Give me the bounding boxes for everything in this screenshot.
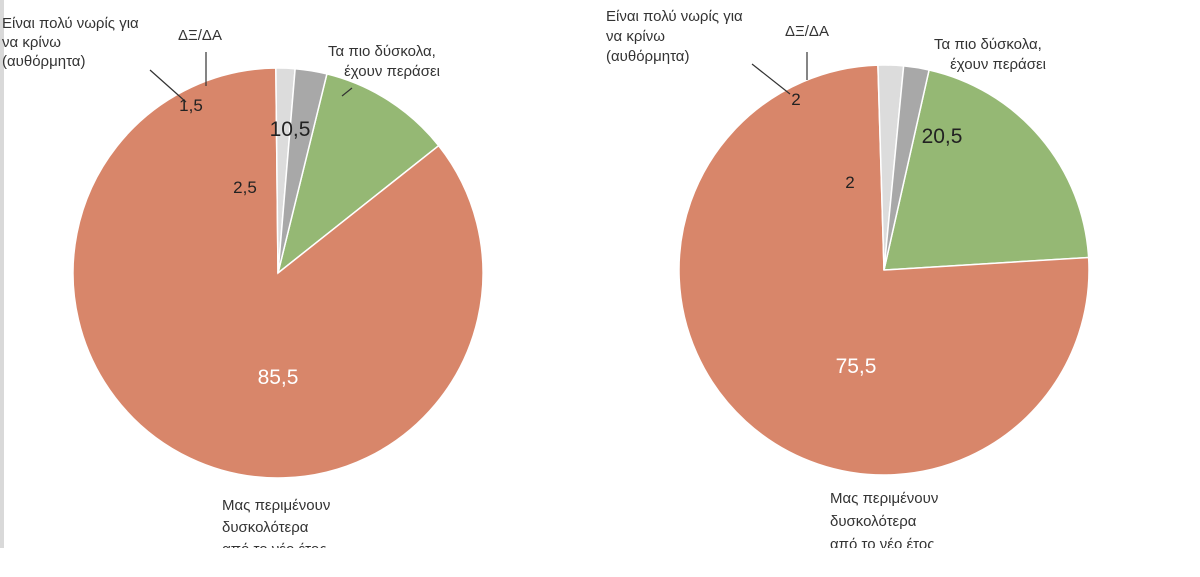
value-label-await-right: 75,5 bbox=[836, 355, 877, 378]
label-early-right-line3: (αυθόρμητα) bbox=[606, 48, 689, 65]
value-label-early-right: 2 bbox=[791, 90, 800, 109]
label-early-right-line2: να κρίνω bbox=[606, 28, 665, 45]
label-await-left: Μας περιμένουν δυσκολότερα από το νέο έτ… bbox=[222, 497, 335, 558]
label-await-right-line1: Μας περιμένουν bbox=[830, 490, 938, 507]
pie-chart-right: Είναι πολύ νωρίς για να κρίνω (αυθόρμητα… bbox=[606, 8, 1090, 553]
pie-slice-past-left bbox=[276, 73, 440, 275]
label-await-right: Μας περιμένουν δυσκολότερα από το νέο έτ… bbox=[830, 490, 943, 553]
value-label-dk-right: 2 bbox=[845, 173, 854, 192]
label-past-left-line1: Τα πιο δύσκολα, bbox=[328, 43, 436, 60]
label-early-left: Είναι πολύ νωρίς για να κρίνω (αυθόρμητα… bbox=[2, 15, 143, 70]
bottom-crop-strip bbox=[0, 548, 1200, 577]
callout-lines-left bbox=[149, 52, 353, 103]
value-label-early-left: 1,5 bbox=[179, 96, 203, 115]
callout-lines-right bbox=[751, 52, 808, 95]
label-past-right-line1: Τα πιο δύσκολα, bbox=[934, 36, 1042, 53]
label-early-left-line2: να κρίνω bbox=[2, 34, 61, 51]
label-early-right: Είναι πολύ νωρίς για να κρίνω (αυθόρμητα… bbox=[606, 8, 747, 65]
label-await-left-line1: Μας περιμένουν bbox=[222, 497, 330, 514]
value-label-await-left: 85,5 bbox=[258, 366, 299, 389]
pie-chart-left: Είναι πολύ νωρίς για να κρίνω (αυθόρμητα… bbox=[2, 15, 484, 558]
pie-slice-dk-left bbox=[277, 67, 328, 274]
label-past-left: Τα πιο δύσκολα, έχουν περάσει bbox=[328, 43, 440, 80]
value-label-dk-left: 2,5 bbox=[233, 178, 257, 197]
value-label-past-right: 20,5 bbox=[922, 125, 963, 148]
label-await-left-line2: δυσκολότερα bbox=[222, 519, 309, 536]
label-early-left-line1: Είναι πολύ νωρίς για bbox=[2, 15, 139, 32]
pie-slice-dk-right bbox=[883, 65, 930, 271]
value-label-past-left: 10,5 bbox=[270, 118, 311, 141]
label-early-right-line1: Είναι πολύ νωρίς για bbox=[606, 8, 743, 25]
label-past-left-line2: έχουν περάσει bbox=[344, 63, 440, 80]
label-await-right-line2: δυσκολότερα bbox=[830, 513, 917, 530]
left-edge-divider bbox=[0, 0, 4, 577]
label-past-right-line2: έχουν περάσει bbox=[950, 56, 1046, 73]
pie-slice-past-right bbox=[883, 69, 1090, 271]
pie-slices-left bbox=[72, 67, 484, 479]
label-early-left-line3: (αυθόρμητα) bbox=[2, 53, 85, 70]
pie-slices-right bbox=[678, 64, 1090, 476]
label-past-right: Τα πιο δύσκολα, έχουν περάσει bbox=[934, 36, 1046, 73]
label-dk-right: ΔΞ/ΔΑ bbox=[785, 23, 829, 40]
label-dk-left: ΔΞ/ΔΑ bbox=[178, 27, 222, 44]
